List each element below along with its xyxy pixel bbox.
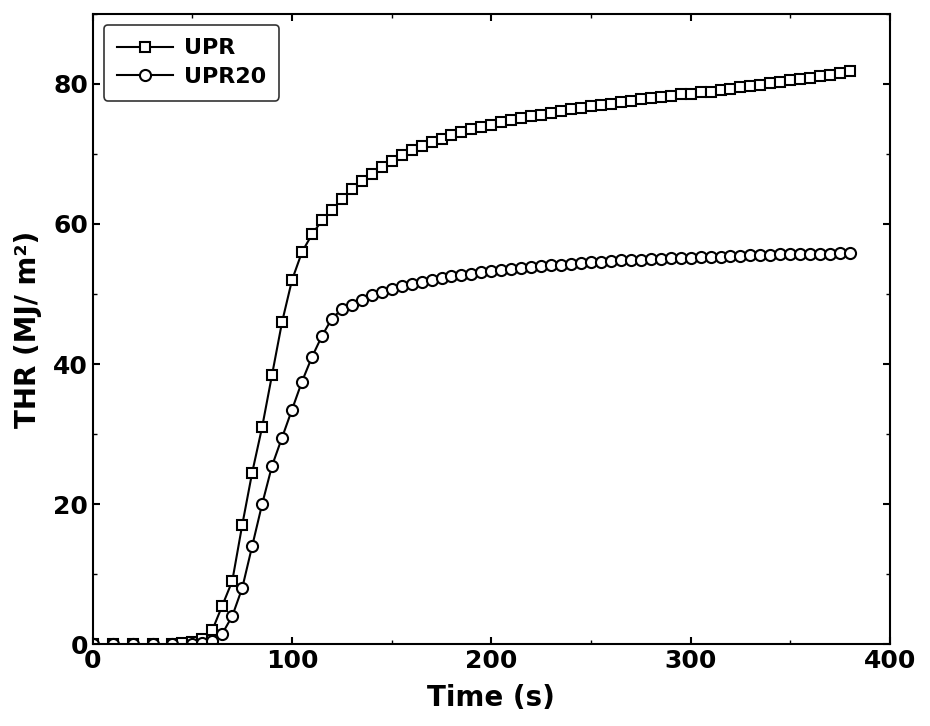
- UPR20: [376, 287, 387, 296]
- UPR: [286, 276, 298, 285]
- UPR20: [844, 249, 856, 258]
- UPR: [366, 169, 378, 178]
- UPR20: [236, 584, 247, 592]
- X-axis label: Time (s): Time (s): [428, 684, 555, 712]
- UPR20: [87, 640, 99, 648]
- UPR: [87, 640, 99, 648]
- UPR20: [306, 353, 317, 362]
- UPR20: [585, 258, 596, 267]
- UPR: [844, 67, 856, 76]
- UPR: [724, 84, 736, 93]
- UPR: [775, 78, 786, 86]
- UPR: [485, 121, 497, 129]
- UPR20: [616, 256, 627, 265]
- UPR20: [536, 261, 547, 270]
- Legend: UPR, UPR20: UPR, UPR20: [104, 25, 279, 101]
- Line: UPR: UPR: [87, 67, 855, 649]
- Y-axis label: THR (MJ/ m²): THR (MJ/ m²): [14, 230, 42, 428]
- Line: UPR20: UPR20: [87, 248, 856, 650]
- UPR: [745, 81, 756, 90]
